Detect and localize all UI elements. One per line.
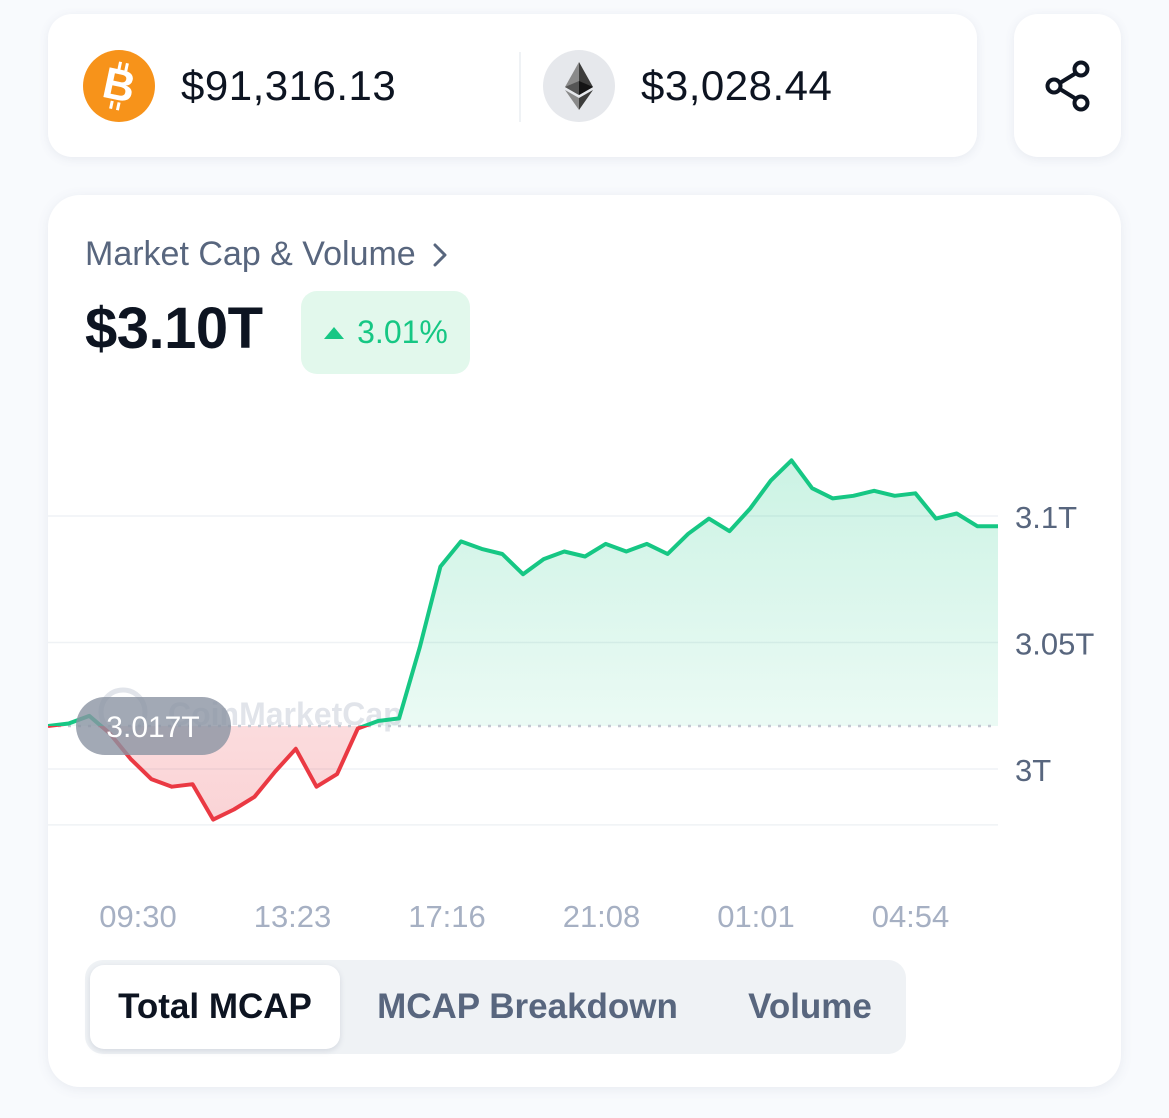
data-point bbox=[48, 724, 50, 728]
x-tick-label: 04:54 bbox=[872, 899, 950, 934]
x-tick-label: 21:08 bbox=[563, 899, 641, 934]
data-point bbox=[438, 565, 442, 569]
data-point bbox=[253, 795, 257, 799]
divider bbox=[519, 52, 521, 122]
data-point bbox=[769, 479, 773, 483]
data-point bbox=[129, 757, 133, 761]
data-point bbox=[108, 732, 112, 736]
data-point bbox=[459, 539, 463, 543]
data-point bbox=[996, 524, 1000, 528]
watermark-logo-icon bbox=[98, 687, 148, 737]
data-point bbox=[624, 549, 628, 553]
chart-tabs: Total MCAP MCAP Breakdown Volume bbox=[85, 960, 906, 1054]
chevron-right-icon bbox=[433, 243, 447, 266]
baseline-label: 3.017T bbox=[106, 711, 199, 744]
x-tick-label: 17:16 bbox=[408, 899, 486, 934]
data-point bbox=[542, 557, 546, 561]
series-line-down bbox=[48, 726, 371, 822]
data-point bbox=[604, 542, 608, 546]
data-point bbox=[232, 807, 236, 811]
data-point bbox=[666, 552, 670, 556]
watermark: CoinMarketCap bbox=[168, 696, 403, 732]
data-point bbox=[480, 547, 484, 551]
data-point bbox=[975, 524, 979, 528]
total-market-cap-value: $3.10T bbox=[85, 296, 263, 361]
btc-price-item[interactable]: B $91,316.13 bbox=[83, 14, 396, 157]
data-point bbox=[397, 716, 401, 720]
data-point bbox=[893, 494, 897, 498]
data-point bbox=[810, 486, 814, 490]
y-tick-label: 3.1T bbox=[1015, 500, 1077, 535]
data-point bbox=[335, 772, 339, 776]
x-tick-label: 01:01 bbox=[717, 899, 795, 934]
data-point bbox=[955, 512, 959, 516]
x-tick-label: 09:30 bbox=[99, 899, 177, 934]
ethereum-icon bbox=[543, 49, 615, 122]
baseline-label-pill bbox=[76, 697, 231, 755]
data-point bbox=[686, 532, 690, 536]
data-point bbox=[831, 496, 835, 500]
tab-total-mcap[interactable]: Total MCAP bbox=[90, 965, 340, 1049]
data-point bbox=[356, 727, 360, 731]
eth-price-item[interactable]: $3,028.44 bbox=[543, 14, 832, 157]
data-point bbox=[645, 542, 649, 546]
area-below-baseline bbox=[48, 726, 998, 820]
y-tick-label: 3.05T bbox=[1015, 627, 1094, 662]
data-point bbox=[273, 770, 277, 774]
data-point bbox=[872, 489, 876, 493]
market-cap-volume-link[interactable]: Market Cap & Volume bbox=[85, 235, 448, 274]
share-button[interactable] bbox=[1014, 14, 1121, 157]
btc-price: $91,316.13 bbox=[181, 61, 397, 109]
data-point bbox=[149, 777, 153, 781]
share-icon bbox=[1045, 60, 1089, 111]
card-title: Market Cap & Volume bbox=[85, 235, 416, 273]
series-line-up bbox=[48, 458, 998, 726]
data-point bbox=[913, 491, 917, 495]
tab-mcap-breakdown[interactable]: MCAP Breakdown bbox=[377, 987, 678, 1026]
price-ticker-bar: B $91,316.13 $3,028.44 bbox=[48, 14, 977, 157]
data-point bbox=[934, 517, 938, 521]
data-point bbox=[562, 549, 566, 553]
data-point bbox=[748, 506, 752, 510]
data-point bbox=[211, 818, 215, 822]
data-point bbox=[314, 785, 318, 789]
data-point bbox=[500, 552, 504, 556]
data-point bbox=[170, 785, 174, 789]
market-cap-card: Market Cap & Volume $3.10T 3.01% 3.1T 3.0… bbox=[48, 195, 1121, 1087]
data-point bbox=[294, 747, 298, 751]
data-point bbox=[376, 719, 380, 723]
y-tick-label: 3T bbox=[1015, 753, 1051, 788]
x-tick-label: 13:23 bbox=[254, 899, 332, 934]
tab-volume[interactable]: Volume bbox=[748, 987, 872, 1026]
area-above-baseline bbox=[48, 460, 998, 726]
data-point bbox=[707, 517, 711, 521]
data-point bbox=[583, 555, 587, 559]
data-point bbox=[418, 646, 422, 650]
bitcoin-icon: B bbox=[83, 49, 155, 122]
triangle-up-icon bbox=[324, 326, 345, 339]
data-point bbox=[728, 529, 732, 533]
data-point bbox=[67, 721, 71, 725]
change-badge: 3.01% bbox=[301, 291, 470, 374]
eth-price: $3,028.44 bbox=[641, 61, 833, 109]
change-percent: 3.01% bbox=[357, 314, 448, 350]
data-point bbox=[87, 714, 91, 718]
data-point bbox=[191, 782, 195, 786]
data-point bbox=[789, 458, 793, 462]
data-point bbox=[521, 572, 525, 576]
data-point bbox=[851, 494, 855, 498]
